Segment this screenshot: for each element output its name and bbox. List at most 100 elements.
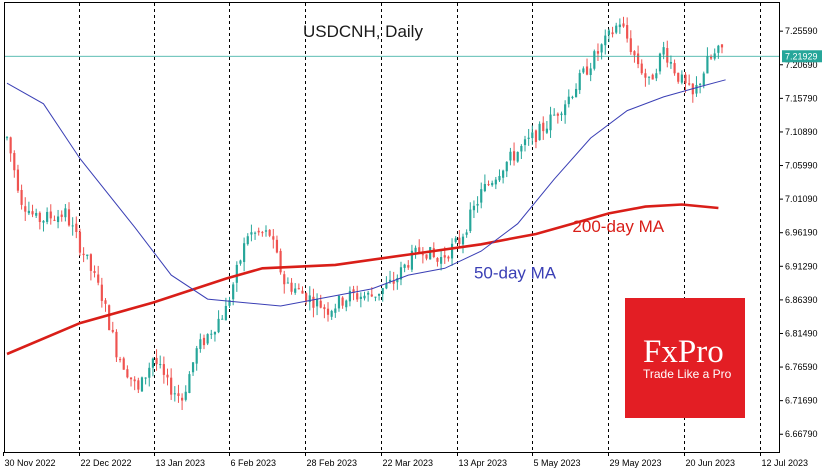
candle-down [637, 53, 640, 65]
chart-title: USDCNH, Daily [303, 22, 423, 41]
candle-up [334, 308, 337, 313]
candle-up [385, 283, 388, 289]
y-axis: 7.25590 7.20690 7.15790 7.10890 7.05990 7.010… [779, 26, 818, 439]
candle-up [491, 182, 494, 186]
candle-up [647, 76, 651, 78]
candle-up [367, 292, 370, 295]
candle-up [520, 145, 523, 152]
candle-up [173, 393, 176, 395]
candle-down [31, 211, 34, 215]
candle-down [108, 305, 111, 331]
candle-down [436, 258, 439, 262]
candle-up [695, 84, 698, 94]
moving-averages [6, 79, 726, 356]
candle-up [429, 247, 432, 260]
candle-down [115, 331, 118, 358]
candle-up [523, 139, 527, 146]
ma-200-line [6, 203, 719, 356]
candle-up [545, 128, 548, 133]
candle-up [86, 254, 89, 256]
candle-down [177, 393, 180, 396]
candle-down [370, 294, 373, 297]
candle-up [213, 331, 217, 335]
y-tick-label: 7.25590 [785, 26, 818, 36]
candle-down [93, 271, 96, 273]
candle-up [206, 334, 209, 344]
candle-down [129, 377, 133, 380]
candle-up [702, 73, 705, 86]
candle-down [78, 231, 82, 253]
candle-up [5, 137, 9, 139]
candle-down [556, 113, 559, 116]
grid [79, 3, 761, 452]
candle-down [283, 274, 286, 285]
current-price-tag: 7.21929 [782, 50, 822, 63]
candle-down [356, 293, 359, 300]
candle-down [626, 25, 629, 39]
annotations: 200-day MA 50-day MA [474, 217, 665, 283]
candle-down [170, 377, 173, 395]
candle-down [133, 379, 136, 382]
candle-down [629, 38, 632, 52]
candle-down [666, 48, 669, 63]
x-tick-label: 13 Apr 2023 [459, 458, 508, 468]
candle-down [60, 214, 63, 217]
candle-down [24, 206, 27, 212]
candle-down [202, 337, 206, 346]
y-tick-label: 6.76590 [785, 362, 818, 372]
candle-up [388, 279, 392, 282]
candle-down [688, 83, 691, 85]
candle-down [13, 153, 16, 171]
candle-up [662, 47, 665, 55]
candle-down [75, 223, 78, 233]
x-tick-label: 20 Jun 2023 [686, 458, 736, 468]
candle-down [9, 137, 12, 154]
candle-up [658, 53, 662, 72]
candle-down [312, 296, 315, 308]
candle-up [469, 209, 472, 232]
candle-down [155, 357, 158, 365]
candle-up [159, 364, 162, 366]
candle-up [348, 290, 351, 302]
candle-up [560, 113, 563, 116]
candle-up [574, 88, 578, 98]
candle-up [461, 236, 465, 245]
candle-up [593, 51, 596, 69]
candle-down [458, 237, 461, 244]
candle-up [243, 243, 246, 262]
candle-up [483, 183, 486, 192]
logo-text: FxPro [643, 334, 724, 370]
candle-up [505, 161, 508, 172]
candle-down [673, 63, 676, 74]
candle-up [509, 151, 512, 161]
candle-down [16, 169, 20, 191]
candle-up [396, 278, 399, 283]
y-tick-label: 6.81490 [785, 328, 818, 338]
candle-down [443, 255, 446, 258]
candle-up [531, 132, 534, 139]
candle-up [363, 295, 366, 299]
candle-down [275, 239, 279, 253]
candle-up [224, 305, 227, 321]
candle-down [644, 73, 647, 78]
y-tick-label: 7.10890 [785, 127, 818, 137]
candle-up [315, 298, 319, 307]
candle-down [487, 184, 490, 186]
candle-down [640, 63, 643, 74]
candle-up [359, 296, 362, 299]
candle-up [618, 24, 621, 28]
candle-up [527, 137, 530, 139]
candle-up [378, 293, 381, 296]
y-tick-label: 6.96190 [785, 228, 818, 238]
y-tick-label: 6.91290 [785, 261, 818, 271]
candle-down [49, 211, 52, 219]
candle-down [651, 74, 654, 80]
ma-50-label: 50-day MA [474, 264, 557, 283]
x-axis: 30 Nov 2022 22 Dec 2022 13 Jan 2023 6 Feb 2… [3, 452, 808, 468]
candle-up [607, 30, 611, 35]
candle-up [564, 104, 567, 116]
candle-up [567, 96, 570, 105]
candle-down [100, 284, 103, 301]
candle-down [53, 219, 56, 221]
